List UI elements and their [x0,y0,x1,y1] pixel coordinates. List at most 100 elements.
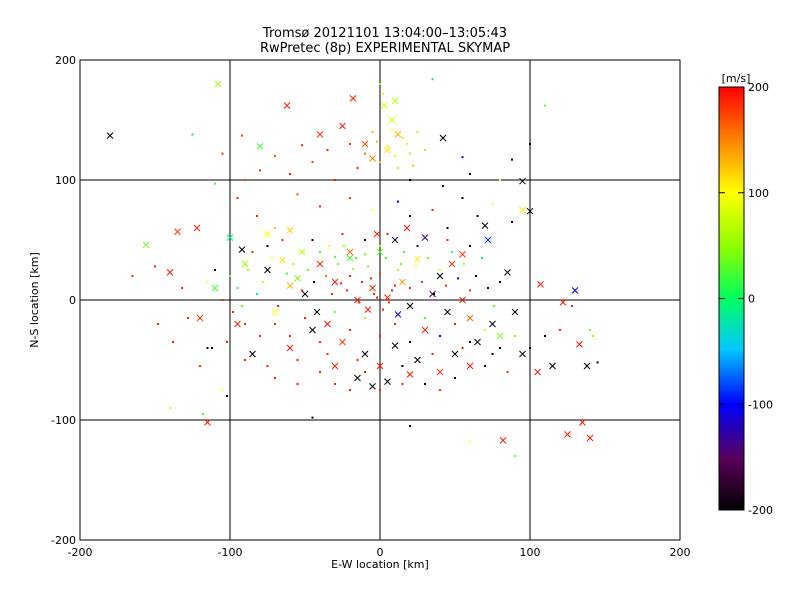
data-point-cross [537,281,544,288]
data-point-cross [579,419,586,426]
data-point-dot [271,257,273,259]
data-point-dot [349,329,351,331]
data-point-dot [461,347,464,349]
data-point-dot [274,377,276,379]
data-point-dot [346,289,348,292]
data-point-cross [466,362,474,370]
data-point-dot [355,257,357,259]
data-point-cross [339,338,346,346]
data-point-dot [349,389,351,391]
data-point-dot [439,389,441,391]
data-point-dot [379,389,381,391]
data-point-dot [221,389,224,391]
data-point-dot [451,251,453,253]
data-point-cross [499,437,507,444]
data-point-dot [251,251,254,253]
data-point-dot [424,317,426,319]
data-point-dot [361,281,363,283]
y-tick-label: 100 [55,174,76,187]
data-point-cross [279,257,286,264]
data-point-dot [319,205,321,208]
data-point-dot [277,305,279,307]
data-point-dot [334,383,336,385]
data-point-dot [371,131,374,133]
data-point-cross [391,97,399,105]
data-point-dot [446,227,449,229]
data-point-cross [346,254,354,262]
data-point-cross [373,230,381,238]
data-point-dot [199,365,201,367]
data-point-dot [544,104,546,107]
y-axis-label: N-S location [km] [28,252,41,348]
data-point-dot [379,335,381,337]
data-point-cross [346,248,354,256]
colorbar-tick-label: -200 [748,504,773,517]
data-point-dot [463,263,465,265]
data-point-dot [382,92,384,95]
data-point-dot [403,251,405,253]
data-point-dot [379,245,381,247]
data-point-dot [559,329,561,331]
data-point-dot [244,323,246,325]
data-point-dot [469,173,471,175]
data-point-cross [369,383,376,390]
y-tick-label: 0 [69,294,76,307]
data-point-cross [421,326,429,334]
data-point-cross [256,143,264,150]
data-point-cross [286,344,294,352]
data-point-dot [274,155,276,157]
colorbar-tick-label: 100 [748,187,769,200]
data-point-dot [229,275,231,277]
data-point-cross [142,241,150,249]
data-point-cross [474,338,481,346]
data-point-dot [385,257,387,259]
data-point-dot [331,293,333,295]
data-point-cross [459,251,466,258]
data-point-cross [249,350,256,358]
data-point-dot [256,293,258,295]
data-point-dot [454,323,456,325]
data-point-dot [400,263,402,265]
data-point-dot [341,233,344,235]
data-point-dot [307,269,309,271]
data-point-cross [436,368,444,376]
data-point-cross [564,431,571,438]
data-point-cross [226,234,234,241]
data-point-dot [274,323,276,325]
data-point-dot [313,281,315,283]
data-point-cross [489,320,496,328]
data-point-dot [391,289,393,292]
data-point-dot [214,269,216,271]
data-point-dot [244,179,246,181]
data-point-cross [313,308,321,316]
chart-title: Tromsø 20121101 13:04:00–13:05:43 [262,26,507,41]
data-point-dot [289,335,291,337]
data-point-cross [391,342,399,349]
data-point-dot [511,158,513,161]
data-point-dot [491,203,494,205]
data-point-dot [364,253,366,256]
data-point-dot [241,134,243,137]
data-point-dot [433,293,435,295]
data-point-dot [343,245,345,247]
data-point-cross [316,260,324,268]
data-point-cross [193,224,201,232]
data-point-dot [202,413,204,415]
data-point-dot [311,416,314,419]
data-point-cross [376,362,384,370]
data-point-cross [583,362,591,370]
data-point-dot [247,269,249,271]
data-point-cross [406,302,414,310]
data-point-cross [576,341,583,348]
data-point-cross [361,140,369,148]
data-point-cross [384,146,391,154]
colorbar-ticks: 200 100 0 -100 -200 [719,81,773,517]
y-tick-label: -200 [51,534,76,547]
data-point-dot [244,359,246,361]
data-point-dot [358,301,360,304]
data-point-dot [424,383,426,385]
data-point-dot [394,323,396,325]
data-point-cross [466,314,474,322]
data-point-dot [274,227,276,229]
data-point-dot [469,341,471,343]
